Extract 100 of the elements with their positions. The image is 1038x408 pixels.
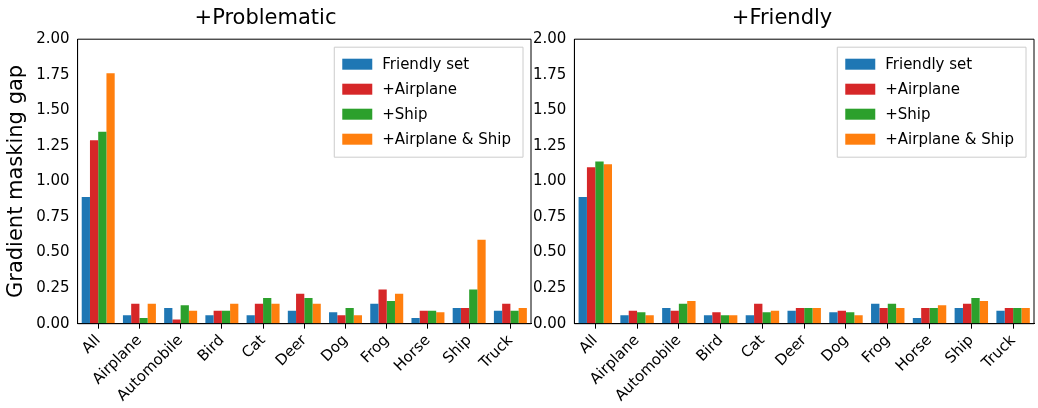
y-tick-label: 0.00	[36, 313, 70, 332]
bar	[254, 303, 264, 324]
bar	[754, 303, 763, 324]
bar	[586, 167, 596, 324]
bar	[205, 315, 214, 324]
y-tick-label: 2.00	[532, 29, 567, 48]
legend-label: +Airplane	[382, 79, 458, 98]
bar	[804, 308, 813, 324]
bar	[172, 319, 181, 324]
bar	[386, 300, 395, 324]
x-tick-label: Cat	[737, 330, 769, 362]
bar	[979, 300, 989, 324]
legend-label: +Airplane & Ship	[382, 129, 511, 148]
bar	[436, 312, 445, 324]
bar	[921, 308, 930, 324]
bar	[628, 310, 638, 324]
y-tick-label: 1.75	[36, 64, 70, 83]
x-tick-label: Dog	[817, 330, 852, 366]
bar	[1021, 308, 1030, 324]
legend-label: +Ship	[885, 104, 931, 123]
y-tick-label: 1.00	[36, 171, 70, 190]
y-tick-label: 1.75	[532, 64, 567, 83]
bar	[345, 308, 354, 324]
bar	[271, 303, 280, 324]
bar	[996, 310, 1005, 324]
bar	[971, 298, 980, 324]
y-tick-label: 0.75	[36, 206, 70, 225]
bar	[929, 308, 938, 324]
y-tick-label: 0.75	[532, 206, 567, 225]
bar	[287, 310, 297, 324]
bar	[879, 308, 888, 324]
bar	[837, 310, 846, 324]
bar	[745, 315, 755, 324]
bar	[89, 140, 99, 324]
chart-title: +Problematic	[194, 5, 337, 30]
y-tick-label: 0.50	[36, 242, 70, 261]
legend-label: Friendly set	[382, 54, 470, 73]
bar	[670, 310, 679, 324]
bar	[871, 303, 880, 324]
legend-label: +Airplane & Ship	[885, 129, 1014, 148]
bar	[98, 131, 107, 324]
bar	[662, 308, 671, 324]
bar	[411, 317, 420, 324]
bar	[518, 308, 527, 324]
bar	[188, 310, 198, 324]
chart-title: +Friendly	[731, 5, 833, 30]
legend-label: +Airplane	[885, 79, 961, 98]
bar	[896, 308, 905, 324]
y-axis-title: Gradient masking gap	[3, 64, 28, 299]
bar	[312, 303, 321, 324]
bar	[180, 305, 189, 324]
bar	[595, 161, 604, 324]
bar	[829, 312, 838, 324]
legend-label: Friendly set	[885, 54, 973, 73]
bar	[493, 310, 503, 324]
bar	[502, 303, 511, 324]
y-tick-label: 0.00	[532, 313, 567, 332]
bar	[460, 308, 470, 324]
y-tick-label: 1.00	[532, 171, 567, 190]
bar	[795, 308, 805, 324]
bar	[510, 310, 519, 324]
y-tick-label: 1.50	[36, 100, 70, 119]
y-tick-label: 2.00	[36, 29, 70, 48]
bar	[620, 315, 629, 324]
bar	[645, 315, 654, 324]
bar	[213, 310, 222, 324]
y-tick-label: 0.50	[532, 242, 567, 261]
bar	[122, 315, 132, 324]
bar	[106, 73, 115, 324]
bar	[954, 308, 963, 324]
bar	[452, 308, 461, 324]
y-tick-label: 0.25	[532, 278, 567, 296]
bar	[887, 303, 897, 324]
bar	[812, 308, 821, 324]
y-tick-label: 1.25	[532, 135, 567, 154]
bar	[304, 298, 313, 324]
bar	[419, 310, 428, 324]
legend-label: +Ship	[382, 104, 428, 123]
bar	[728, 315, 738, 324]
bar	[139, 317, 148, 324]
bar	[131, 303, 140, 324]
bar	[712, 312, 721, 324]
x-tick-label: Dog	[316, 330, 352, 366]
bar	[263, 298, 272, 324]
bar	[164, 308, 173, 324]
bar	[246, 315, 255, 324]
bar	[378, 289, 387, 324]
y-tick-label: 0.25	[36, 278, 70, 296]
bar	[81, 197, 90, 324]
bar	[845, 312, 855, 324]
bar	[469, 289, 478, 324]
bar	[578, 197, 587, 324]
bar	[329, 312, 338, 324]
bar	[720, 315, 729, 324]
y-tick-label: 1.50	[532, 100, 567, 119]
bar	[394, 293, 404, 324]
bar	[678, 303, 688, 324]
bar	[687, 300, 696, 324]
bar	[703, 315, 713, 324]
bar	[770, 310, 780, 324]
